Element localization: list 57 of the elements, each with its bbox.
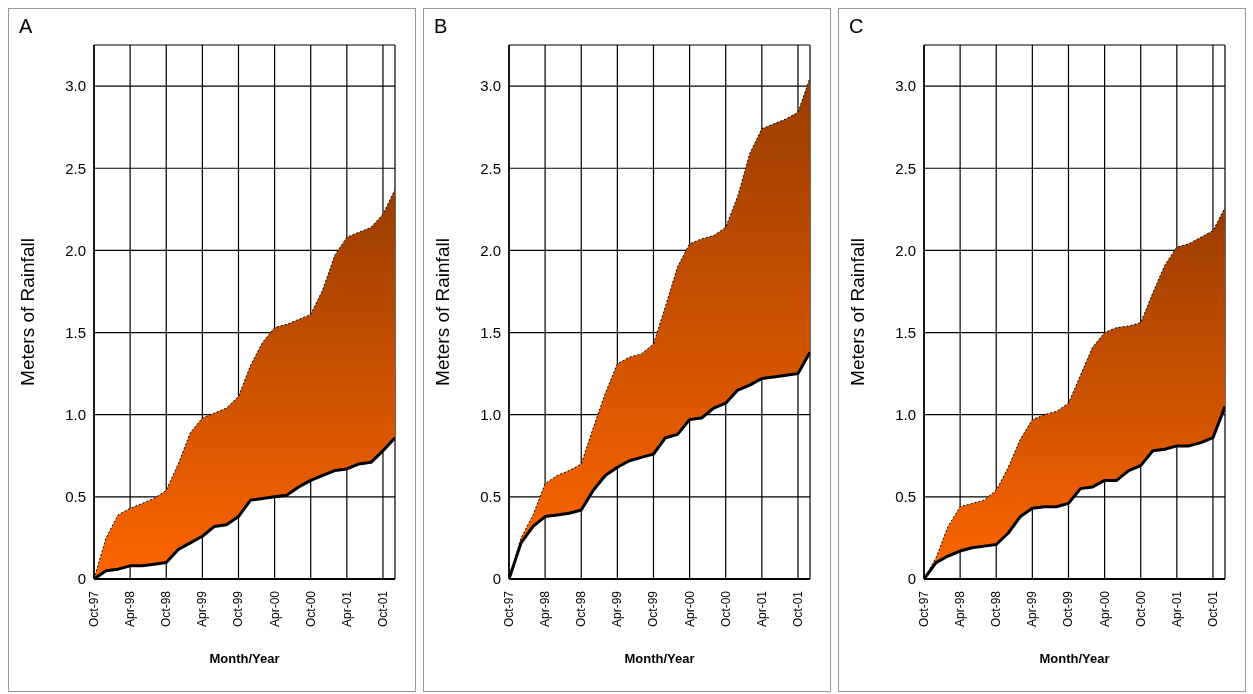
x-tick-label: Oct-98	[989, 590, 1004, 628]
y-tick-label: 1.0	[65, 406, 86, 424]
x-tick-label: Oct-98	[574, 590, 589, 628]
x-tick-label: Apr-99	[610, 590, 625, 628]
x-tick-label: Apr-98	[538, 590, 553, 628]
y-tick-label: 1.0	[895, 406, 916, 424]
y-tick-label: 2.5	[480, 159, 501, 177]
x-tick-label: Oct-01	[375, 590, 390, 628]
x-tick-label: Apr-99	[1025, 590, 1040, 628]
y-axis-title: Meters of Rainfall	[846, 238, 868, 386]
chart-title: C	[849, 15, 864, 38]
x-tick-label: Apr-98	[953, 590, 968, 628]
x-tick-label: Oct-00	[1133, 590, 1148, 628]
x-tick-label: Oct-98	[159, 590, 174, 628]
x-axis-title: Month/Year	[208, 651, 281, 666]
x-tick-label: Oct-97	[502, 590, 516, 628]
x-tick-label: Apr-98	[123, 590, 138, 628]
x-tick-label: Oct-00	[303, 590, 318, 628]
x-tick-label: Oct-97	[917, 590, 931, 628]
y-tick-label: 0	[77, 570, 86, 588]
x-tick-label: Oct-99	[1061, 590, 1076, 628]
chart-title: B	[434, 15, 448, 38]
y-tick-label: 1.5	[480, 323, 501, 341]
y-tick-label: 2.0	[895, 241, 916, 259]
x-tick-label: Oct-01	[1205, 590, 1220, 628]
y-tick-label: 1.0	[480, 406, 501, 424]
y-tick-label: 1.5	[895, 323, 916, 341]
y-tick-label: 3.0	[895, 77, 916, 95]
x-tick-label: Oct-99	[231, 590, 246, 628]
y-tick-label: 1.5	[65, 323, 86, 341]
y-axis-title: Meters of Rainfall	[16, 238, 38, 386]
y-axis-title: Meters of Rainfall	[431, 238, 453, 386]
y-tick-label: 0	[907, 570, 916, 588]
x-tick-label: Oct-97	[87, 590, 101, 628]
y-tick-label: 0.5	[895, 488, 916, 506]
y-tick-label: 0	[492, 570, 501, 588]
y-tick-label: 2.5	[65, 159, 86, 177]
x-axis-title: Month/Year	[623, 651, 696, 666]
x-tick-label: Apr-01	[754, 590, 769, 628]
x-tick-label: Oct-00	[718, 590, 733, 628]
x-tick-label: Apr-01	[1169, 590, 1184, 628]
x-tick-label: Oct-99	[646, 590, 661, 628]
x-tick-label: Apr-01	[339, 590, 354, 628]
x-tick-label: Oct-01	[790, 590, 805, 628]
y-tick-label: 0.5	[480, 488, 501, 506]
x-tick-label: Apr-00	[1097, 590, 1112, 628]
y-tick-label: 3.0	[480, 77, 501, 95]
x-tick-label: Apr-00	[267, 590, 282, 628]
y-tick-label: 0.5	[65, 488, 86, 506]
y-tick-label: 2.0	[65, 241, 86, 259]
y-tick-label: 2.0	[480, 241, 501, 259]
y-tick-label: 2.5	[895, 159, 916, 177]
x-axis-title: Month/Year	[1038, 651, 1111, 666]
chart-title: A	[19, 15, 33, 38]
x-tick-label: Apr-00	[682, 590, 697, 628]
y-tick-label: 3.0	[65, 77, 86, 95]
x-tick-label: Apr-99	[195, 590, 210, 628]
